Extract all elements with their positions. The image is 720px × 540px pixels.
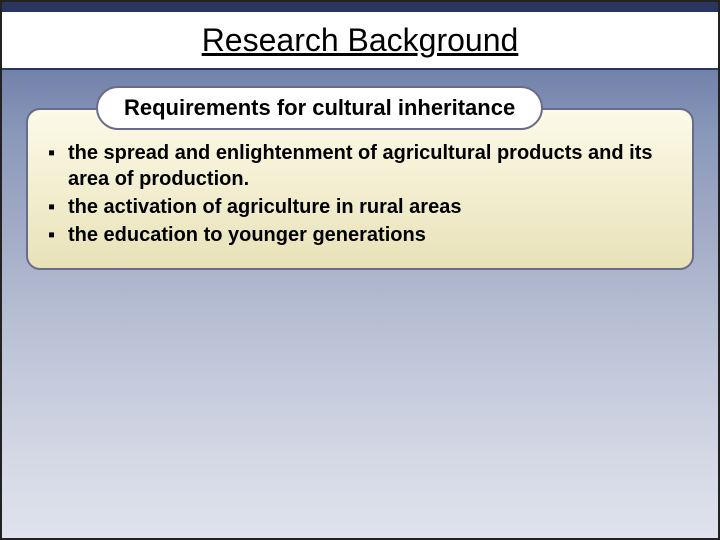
bullet-text: the activation of agriculture in rural a… — [68, 194, 461, 220]
slide-container: Research Background Requirements for cul… — [0, 0, 720, 540]
list-item: ▪ the education to younger generations — [48, 222, 672, 248]
bullet-marker-icon: ▪ — [48, 140, 64, 166]
bullet-marker-icon: ▪ — [48, 194, 64, 220]
list-item: ▪ the activation of agriculture in rural… — [48, 194, 672, 220]
slide-title: Research Background — [202, 22, 519, 59]
subtitle-pill: Requirements for cultural inheritance — [96, 86, 543, 130]
list-item: ▪ the spread and enlightenment of agricu… — [48, 140, 672, 192]
title-bar: Research Background — [2, 2, 718, 70]
bullet-list: ▪ the spread and enlightenment of agricu… — [48, 140, 672, 248]
content-panel: Requirements for cultural inheritance ▪ … — [26, 108, 694, 270]
bullet-text: the education to younger generations — [68, 222, 426, 248]
bullet-marker-icon: ▪ — [48, 222, 64, 248]
bullet-text: the spread and enlightenment of agricult… — [68, 140, 672, 192]
subtitle-text: Requirements for cultural inheritance — [124, 95, 515, 120]
